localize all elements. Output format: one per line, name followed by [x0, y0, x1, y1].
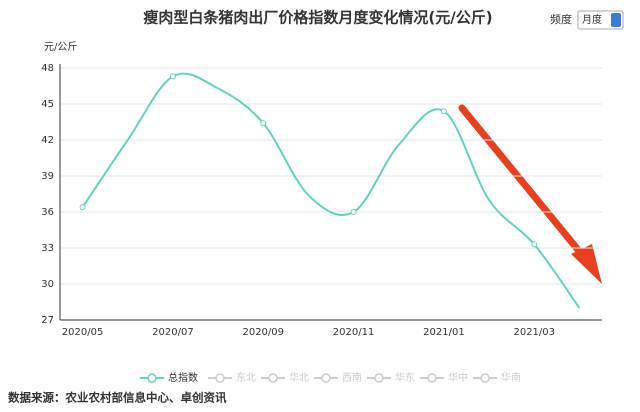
select-arrow[interactable]: [611, 13, 621, 27]
legend-label: 总指数: [168, 371, 198, 384]
series-line: [81, 72, 581, 309]
legend-label: 东北: [236, 371, 256, 384]
y-tick-label: 42: [41, 135, 54, 146]
x-tick-label: 2021/03: [513, 327, 555, 338]
x-tick-label: 2020/07: [152, 327, 194, 338]
legend-marker: [374, 373, 384, 383]
point-marker: [79, 204, 86, 211]
point-marker: [260, 120, 267, 127]
legend-marker: [268, 373, 278, 383]
y-tick-label: 27: [41, 315, 54, 326]
y-axis-label: 元/公斤: [44, 41, 77, 53]
y-tick-label: 45: [41, 99, 54, 110]
y-tick-label: 33: [41, 243, 54, 254]
frequency-label: 频度: [550, 12, 572, 26]
x-tick-label: 2021/01: [423, 327, 465, 338]
point-marker: [169, 73, 176, 80]
trend-arrowhead: [571, 244, 602, 284]
legend-label: 华中: [448, 371, 468, 384]
x-tick-label: 2020/11: [333, 327, 375, 338]
legend-marker: [215, 373, 225, 383]
chart-title: 瘦肉型白条猪肉出厂价格指数月度变化情况(元/公斤): [143, 9, 492, 27]
legend-label: 华南: [501, 371, 521, 384]
legend-label: 西南: [342, 371, 362, 384]
point-marker: [440, 108, 447, 115]
legend-marker: [480, 373, 490, 383]
frequency-value[interactable]: 月度: [582, 13, 602, 26]
y-tick-label: 48: [41, 63, 54, 74]
x-tick-label: 2020/05: [62, 327, 104, 338]
point-marker: [531, 241, 538, 248]
y-tick-label: 36: [41, 207, 54, 218]
legend-marker: [427, 373, 437, 383]
legend-label: 华北: [289, 371, 309, 384]
source-note: 数据来源：农业农村部信息中心、卓创资讯: [8, 391, 227, 405]
legend-marker: [147, 373, 157, 383]
legend-marker: [321, 373, 331, 383]
x-tick-label: 2020/09: [242, 327, 284, 338]
y-tick-label: 30: [41, 279, 54, 290]
y-tick-label: 39: [41, 171, 54, 182]
point-marker: [350, 209, 357, 215]
trend-arrow: [458, 104, 592, 266]
legend-label: 华东: [395, 371, 415, 384]
